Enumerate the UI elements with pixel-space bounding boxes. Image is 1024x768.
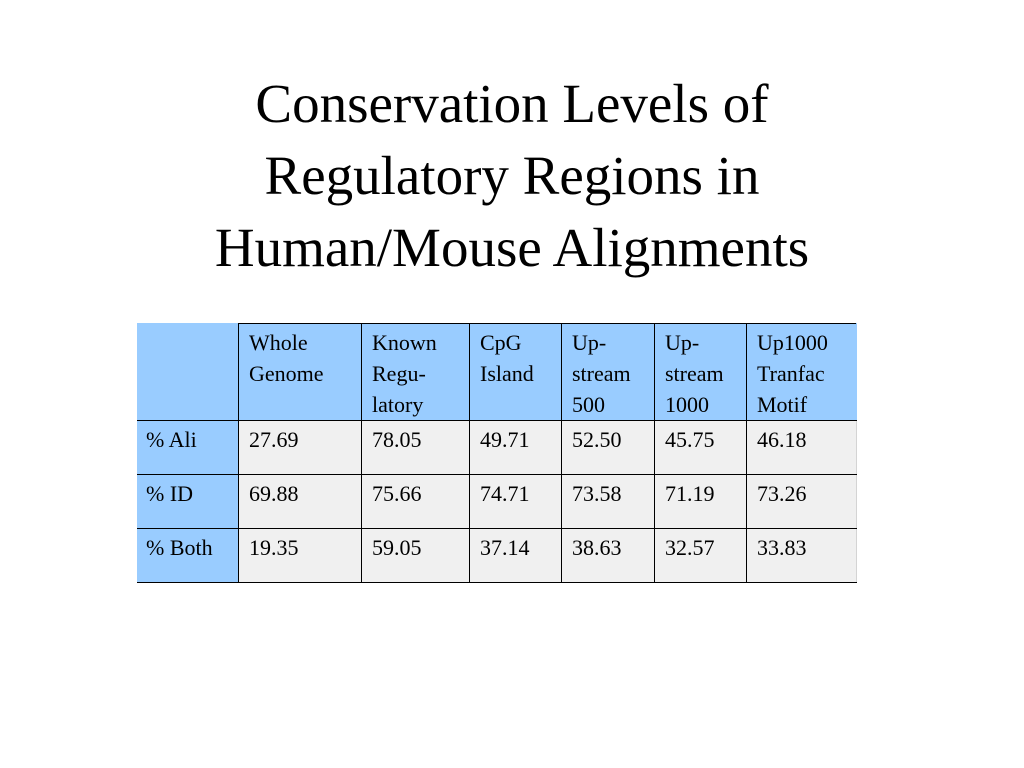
slide-title-line-2: Regulatory Regions in <box>264 145 760 206</box>
column-header-line: stream <box>665 361 724 386</box>
table-row: % ID 69.88 75.66 74.71 73.58 71.19 73.26 <box>137 474 857 529</box>
slide-title-line-3: Human/Mouse Alignments <box>214 217 810 278</box>
column-header-line: Known <box>372 330 437 355</box>
row-header-id: % ID <box>137 474 239 529</box>
column-header-line: stream <box>572 361 631 386</box>
table-cell: 75.66 <box>361 474 470 529</box>
column-header-line: CpG <box>480 330 522 355</box>
column-header-upstream-500: Up- stream 500 <box>561 323 655 421</box>
table-cell: 69.88 <box>238 474 362 529</box>
table-cell: 38.63 <box>561 528 655 583</box>
column-header-known-regulatory: Known Regu- latory <box>361 323 470 421</box>
column-header-line: Up- <box>572 330 607 355</box>
table-cell: 27.69 <box>238 420 362 475</box>
table-cell: 74.71 <box>469 474 562 529</box>
column-header-line: Up1000 <box>757 330 828 355</box>
conservation-table: Whole Genome Known Regu- latory CpG Isla… <box>137 323 857 583</box>
table-cell: 73.58 <box>561 474 655 529</box>
column-header-line: Tranfac <box>757 361 825 386</box>
column-header-line: latory <box>372 392 424 417</box>
table-cell: 46.18 <box>746 420 857 475</box>
column-header-line: Genome <box>249 361 324 386</box>
column-header-line: Regu- <box>372 361 426 386</box>
table-cell: 71.19 <box>654 474 747 529</box>
table-cell: 78.05 <box>361 420 470 475</box>
table-cell: 37.14 <box>469 528 562 583</box>
table-cell: 45.75 <box>654 420 747 475</box>
column-header-line: 500 <box>572 392 605 417</box>
table-cell: 73.26 <box>746 474 857 529</box>
column-header-line: Whole <box>249 330 308 355</box>
column-header-upstream-1000: Up- stream 1000 <box>654 323 747 421</box>
table-corner-cell <box>137 323 239 421</box>
table-cell: 49.71 <box>469 420 562 475</box>
table-cell: 59.05 <box>361 528 470 583</box>
table-cell: 32.57 <box>654 528 747 583</box>
table-cell: 52.50 <box>561 420 655 475</box>
column-header-up1000-tranfac-motif: Up1000 Tranfac Motif <box>746 323 857 421</box>
row-header-both: % Both <box>137 528 239 583</box>
slide-title-line-1: Conservation Levels of <box>255 73 769 134</box>
row-header-ali: % Ali <box>137 420 239 475</box>
table-cell: 19.35 <box>238 528 362 583</box>
slide-title: Conservation Levels of Regulatory Region… <box>0 68 1024 284</box>
column-header-whole-genome: Whole Genome <box>238 323 362 421</box>
column-header-line: 1000 <box>665 392 709 417</box>
column-header-line: Up- <box>665 330 700 355</box>
column-header-line: Motif <box>757 392 808 417</box>
table-row: % Ali 27.69 78.05 49.71 52.50 45.75 46.1… <box>137 420 857 475</box>
table-header-row: Whole Genome Known Regu- latory CpG Isla… <box>137 323 857 421</box>
table-row: % Both 19.35 59.05 37.14 38.63 32.57 33.… <box>137 528 857 583</box>
column-header-cpg-island: CpG Island <box>469 323 562 421</box>
table-cell: 33.83 <box>746 528 857 583</box>
column-header-line: Island <box>480 361 534 386</box>
